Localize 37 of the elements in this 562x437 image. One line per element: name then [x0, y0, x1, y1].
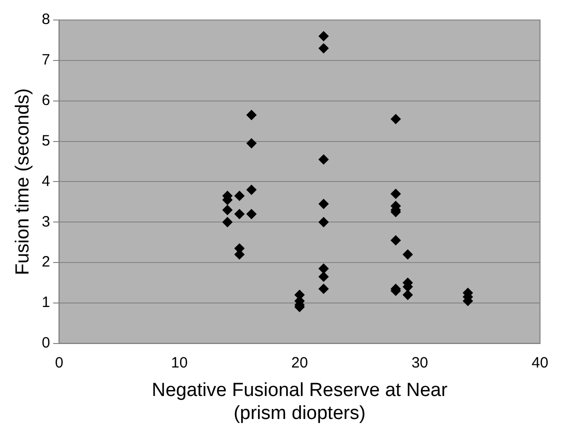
y-axis-title: Fusion time (seconds) — [12, 88, 34, 276]
y-tick-label: 5 — [42, 132, 50, 150]
point — [402, 290, 413, 300]
point — [318, 43, 329, 54]
point — [318, 217, 329, 228]
point — [390, 114, 401, 124]
point — [390, 235, 401, 246]
point — [246, 110, 256, 120]
point — [318, 272, 329, 282]
y-tick-label: 2 — [42, 254, 50, 271]
x-tick-label: 10 — [171, 354, 188, 372]
point — [246, 184, 256, 195]
x-tick-label: 0 — [54, 354, 64, 372]
point — [234, 190, 244, 201]
point — [246, 209, 256, 220]
point — [234, 209, 244, 220]
point — [246, 138, 256, 148]
point — [318, 154, 329, 164]
y-tick-label: 8 — [42, 11, 50, 28]
point — [222, 205, 232, 215]
point — [390, 188, 401, 199]
y-tick-label: 6 — [42, 92, 50, 109]
point — [318, 198, 329, 209]
x-tick-label: 30 — [411, 354, 428, 372]
point — [402, 249, 413, 260]
x-tick-label: 40 — [532, 354, 548, 372]
y-tick-label: 1 — [42, 294, 50, 312]
y-tick-label: 4 — [42, 172, 50, 190]
y-tick-label: 3 — [42, 213, 50, 230]
point — [318, 284, 329, 294]
x-axis-title: Negative Fusional Reserve at Near (prism diopters) — [152, 380, 448, 424]
y-tick-label: 0 — [42, 334, 50, 352]
point — [318, 31, 329, 42]
point — [318, 264, 329, 274]
y-tick-label: 7 — [42, 52, 50, 69]
x-tick-label: 20 — [291, 354, 308, 372]
point — [222, 217, 232, 228]
